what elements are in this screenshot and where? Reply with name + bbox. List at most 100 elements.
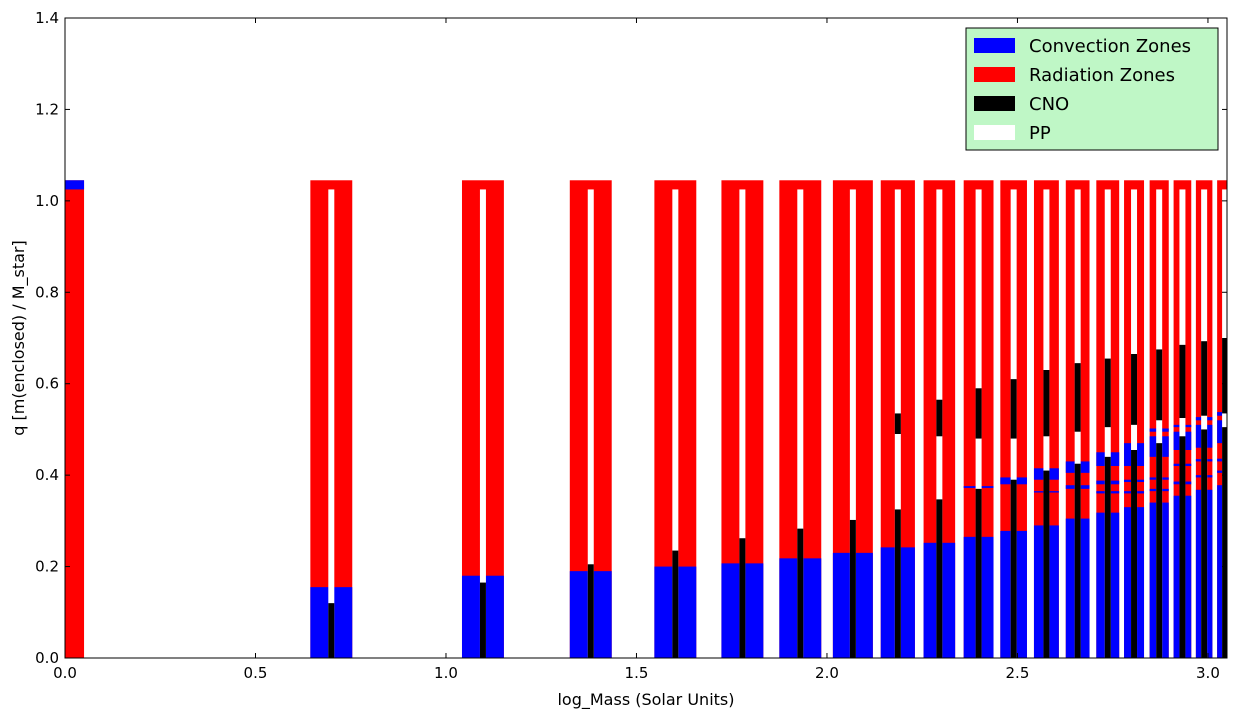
cno-burning (936, 499, 943, 658)
model-bar (880, 180, 915, 658)
convection-zone (1217, 412, 1227, 416)
cno-burning (1131, 450, 1138, 658)
cno-burning-band (936, 399, 943, 437)
pp-burning (797, 189, 804, 658)
model-bar (654, 180, 697, 658)
y-tick-label: 1.4 (35, 9, 59, 27)
ticks-layer: 0.0 0.5 1.0 1.5 2.0 2.5 3.0 0.0 0.2 0.4 0.6 0.8 1.0 1… (35, 9, 1227, 682)
cno-burning-band (894, 413, 901, 434)
plot-frame (64, 17, 1228, 659)
cno-burning-band (1201, 341, 1208, 416)
cno-burning (672, 550, 679, 658)
legend-label: PP (1029, 123, 1051, 144)
cno-burning-band (1131, 354, 1138, 425)
y-tick-label: 0.2 (35, 558, 59, 576)
legend-label: CNO (1029, 94, 1069, 115)
cno-burning (797, 528, 804, 658)
convection-zone (1217, 458, 1227, 462)
legend-swatch (974, 96, 1015, 111)
convection-zone (1217, 485, 1227, 658)
model-bar (1096, 180, 1120, 658)
cno-burning-band (1043, 370, 1050, 437)
radiation-zone (65, 180, 85, 658)
model-bar (1033, 180, 1059, 658)
cno-burning (1201, 429, 1208, 658)
cno-burning (328, 603, 335, 658)
model-bar (963, 180, 994, 658)
cno-burning-band (1104, 358, 1111, 428)
pp-burning (1156, 189, 1163, 658)
y-tick-label: 0.6 (35, 375, 59, 393)
x-tick-label: 2.0 (815, 664, 839, 682)
cno-burning (1010, 479, 1017, 658)
model-bar (1173, 180, 1192, 658)
legend-swatch (974, 125, 1015, 140)
cno-burning (1043, 470, 1050, 658)
cno-burning (587, 564, 594, 658)
legend-swatch (974, 67, 1015, 82)
model-bar (461, 180, 504, 658)
model-bar (1217, 180, 1227, 658)
legend-label: Convection Zones (1029, 36, 1191, 57)
cno-burning (1222, 427, 1227, 658)
legend: Convection Zones Radiation Zones CNO PP (965, 27, 1219, 151)
cno-burning (739, 538, 746, 658)
convection-zone (65, 180, 85, 190)
radiation-zone (1217, 180, 1227, 658)
model-bar (310, 180, 353, 658)
model-bar (779, 180, 822, 658)
convection-zone (1217, 420, 1227, 444)
cno-burning-band (1074, 363, 1081, 432)
y-tick-label: 1.0 (35, 192, 59, 210)
pp-burning (739, 189, 746, 658)
cno-burning-band (1156, 349, 1163, 421)
cno-burning (1156, 443, 1163, 658)
pp-burning (672, 189, 679, 658)
x-tick-label: 3.0 (1196, 664, 1220, 682)
model-bar (1149, 180, 1169, 658)
convection-zone (1217, 470, 1227, 473)
x-tick-label: 1.5 (625, 664, 649, 682)
model-bar (1000, 180, 1027, 658)
model-bar (1195, 180, 1213, 658)
model-bar (569, 180, 612, 658)
bars-layer (65, 180, 1227, 658)
model-bar (1124, 180, 1145, 658)
model-bar (832, 180, 873, 658)
cno-burning (894, 509, 901, 658)
x-tick-label: 0.0 (53, 664, 77, 682)
legend-label: Radiation Zones (1029, 65, 1175, 86)
model-bar (721, 180, 764, 658)
pp-burning (1222, 189, 1227, 658)
model-bar (65, 180, 85, 658)
pp-burning (849, 189, 856, 658)
cno-burning (1179, 436, 1186, 658)
pp-burning (587, 189, 594, 658)
pp-burning (1201, 189, 1208, 658)
legend-swatch (974, 38, 1015, 53)
pp-burning (1179, 189, 1186, 658)
x-tick-label: 1.0 (434, 664, 458, 682)
model-bar (1065, 180, 1090, 658)
y-axis-label: q [m(enclosed) / M_star] (9, 240, 29, 436)
cno-burning (479, 582, 486, 658)
pp-burning (328, 189, 335, 658)
x-tick-label: 2.5 (1006, 664, 1030, 682)
x-axis-label: log_Mass (Solar Units) (557, 690, 734, 710)
cno-burning-band (1179, 344, 1186, 418)
model-bar (923, 180, 956, 658)
cno-burning (1074, 463, 1081, 658)
x-tick-label: 0.5 (244, 664, 268, 682)
pp-burning (479, 189, 486, 658)
cno-burning-band (1222, 338, 1227, 414)
cno-burning (849, 519, 856, 658)
cno-burning (975, 488, 982, 658)
y-tick-label: 0.0 (35, 649, 59, 667)
cno-burning-band (975, 388, 982, 439)
y-tick-label: 0.4 (35, 466, 59, 484)
y-tick-label: 1.2 (35, 100, 59, 118)
cno-burning-band (1010, 379, 1017, 439)
cno-burning (1104, 456, 1111, 658)
